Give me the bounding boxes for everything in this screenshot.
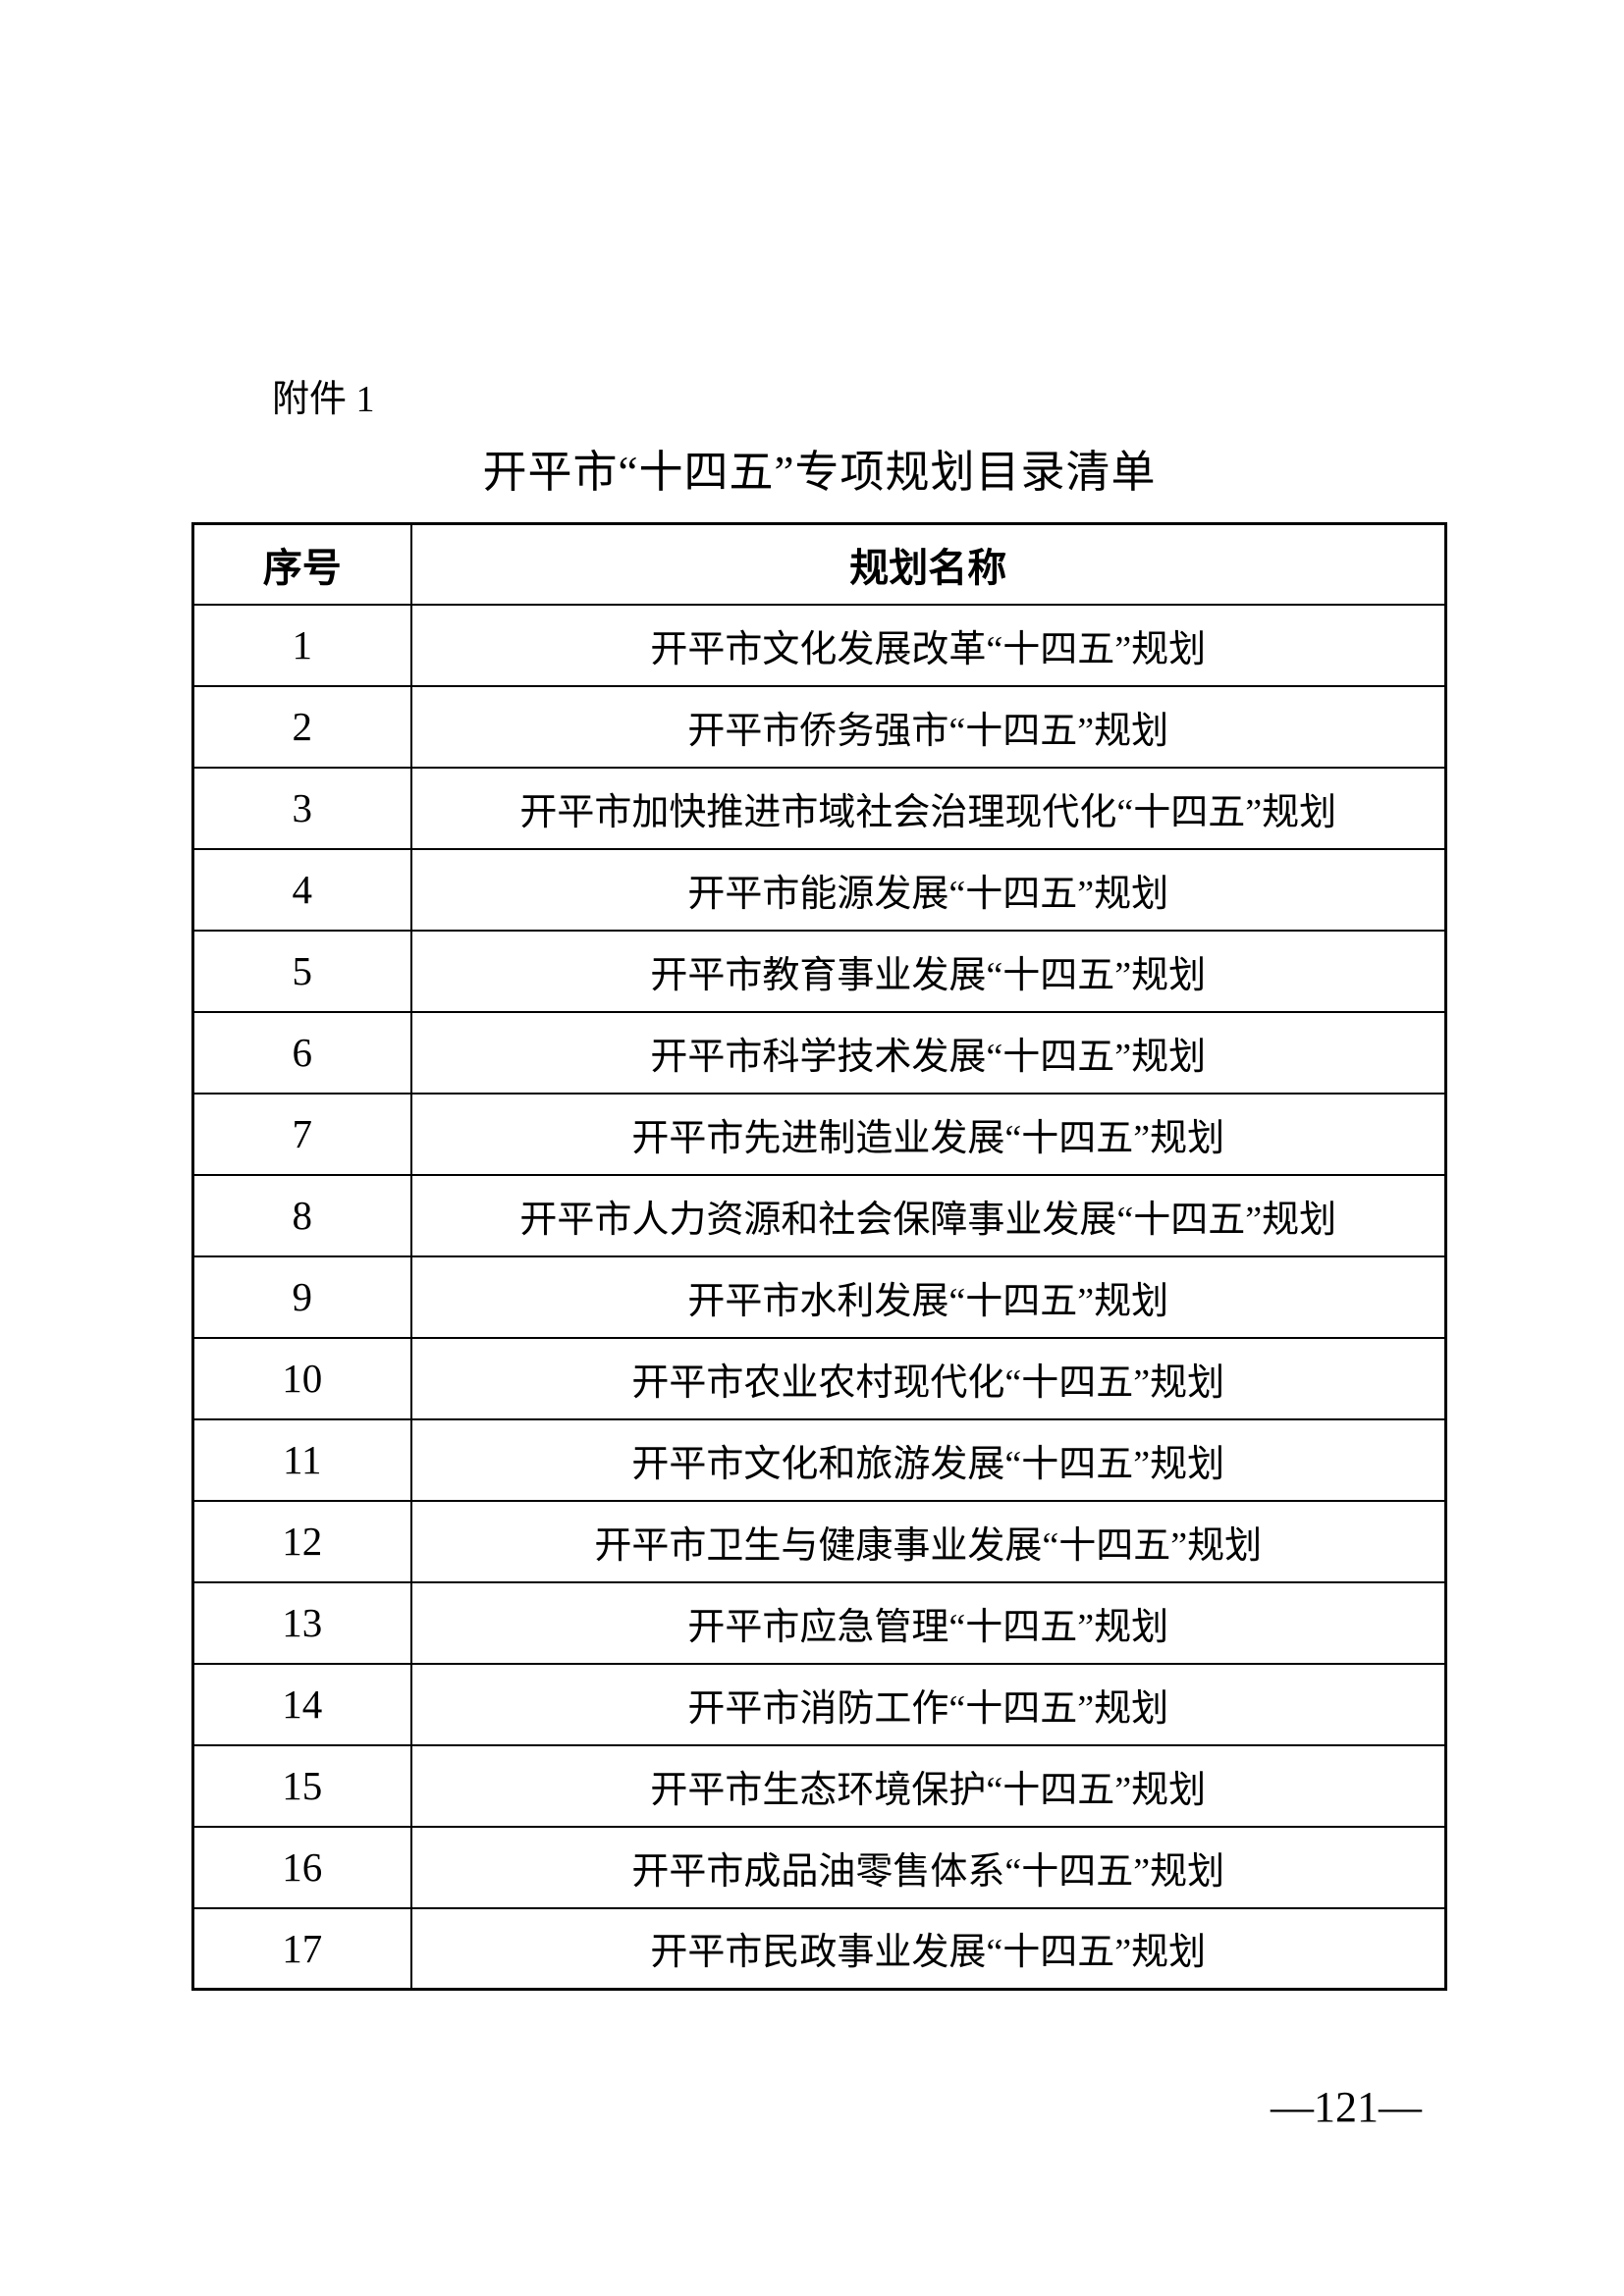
page-number: —121— [1271, 2083, 1422, 2131]
column-header-name: 规划名称 [409, 522, 1447, 606]
table-row: 16 开平市成品油零售体系“十四五”规划 [191, 1825, 1447, 1909]
row-number: 15 [191, 1743, 412, 1828]
table-row: 3 开平市加快推进市域社会治理现代化“十四五”规划 [191, 766, 1447, 850]
plan-name: 开平市农业农村现代化“十四五”规划 [409, 1336, 1447, 1420]
table-row: 11 开平市文化和旅游发展“十四五”规划 [191, 1417, 1447, 1502]
table-row: 5 开平市教育事业发展“十四五”规划 [191, 929, 1447, 1013]
row-number: 12 [191, 1499, 412, 1583]
plan-name: 开平市侨务强市“十四五”规划 [409, 684, 1447, 769]
table-row: 8 开平市人力资源和社会保障事业发展“十四五”规划 [191, 1173, 1447, 1257]
plan-name: 开平市文化发展改革“十四五”规划 [409, 603, 1447, 687]
plan-name: 开平市成品油零售体系“十四五”规划 [409, 1825, 1447, 1909]
row-number: 8 [191, 1173, 412, 1257]
row-number: 6 [191, 1010, 412, 1095]
row-number: 4 [191, 847, 412, 932]
plan-name: 开平市应急管理“十四五”规划 [409, 1580, 1447, 1665]
table-row: 9 开平市水利发展“十四五”规划 [191, 1255, 1447, 1339]
table-row: 12 开平市卫生与健康事业发展“十四五”规划 [191, 1499, 1447, 1583]
table-row: 14 开平市消防工作“十四五”规划 [191, 1662, 1447, 1746]
plan-name: 开平市水利发展“十四五”规划 [409, 1255, 1447, 1339]
row-number: 17 [191, 1906, 412, 1991]
row-number: 5 [191, 929, 412, 1013]
plan-name: 开平市加快推进市域社会治理现代化“十四五”规划 [409, 766, 1447, 850]
plan-name: 开平市文化和旅游发展“十四五”规划 [409, 1417, 1447, 1502]
row-number: 2 [191, 684, 412, 769]
plan-name: 开平市先进制造业发展“十四五”规划 [409, 1092, 1447, 1176]
table-header-row: 序号 规划名称 [191, 522, 1447, 606]
column-header-index: 序号 [191, 522, 412, 606]
row-number: 11 [191, 1417, 412, 1502]
table-row: 4 开平市能源发展“十四五”规划 [191, 847, 1447, 932]
plan-name: 开平市卫生与健康事业发展“十四五”规划 [409, 1499, 1447, 1583]
attachment-label: 附件 1 [272, 379, 375, 420]
table-row: 2 开平市侨务强市“十四五”规划 [191, 684, 1447, 769]
plan-name: 开平市生态环境保护“十四五”规划 [409, 1743, 1447, 1828]
plan-name: 开平市教育事业发展“十四五”规划 [409, 929, 1447, 1013]
plan-name: 开平市科学技术发展“十四五”规划 [409, 1010, 1447, 1095]
row-number: 10 [191, 1336, 412, 1420]
plan-name: 开平市消防工作“十四五”规划 [409, 1662, 1447, 1746]
table-row: 1 开平市文化发展改革“十四五”规划 [191, 603, 1447, 687]
row-number: 9 [191, 1255, 412, 1339]
plan-name: 开平市能源发展“十四五”规划 [409, 847, 1447, 932]
row-number: 13 [191, 1580, 412, 1665]
table-row: 13 开平市应急管理“十四五”规划 [191, 1580, 1447, 1665]
row-number: 1 [191, 603, 412, 687]
plan-list-table: 序号 规划名称 1 开平市文化发展改革“十四五”规划 2 开平市侨务强市“十四五… [191, 522, 1447, 1991]
table-row: 10 开平市农业农村现代化“十四五”规划 [191, 1336, 1447, 1420]
plan-name: 开平市人力资源和社会保障事业发展“十四五”规划 [409, 1173, 1447, 1257]
row-number: 7 [191, 1092, 412, 1176]
table-row: 7 开平市先进制造业发展“十四五”规划 [191, 1092, 1447, 1176]
row-number: 14 [191, 1662, 412, 1746]
plan-name: 开平市民政事业发展“十四五”规划 [409, 1906, 1447, 1991]
row-number: 3 [191, 766, 412, 850]
table-row: 6 开平市科学技术发展“十四五”规划 [191, 1010, 1447, 1095]
table-row: 17 开平市民政事业发展“十四五”规划 [191, 1906, 1447, 1991]
table-row: 15 开平市生态环境保护“十四五”规划 [191, 1743, 1447, 1828]
page-title: 开平市“十四五”专项规划目录清单 [482, 448, 1157, 497]
row-number: 16 [191, 1825, 412, 1909]
